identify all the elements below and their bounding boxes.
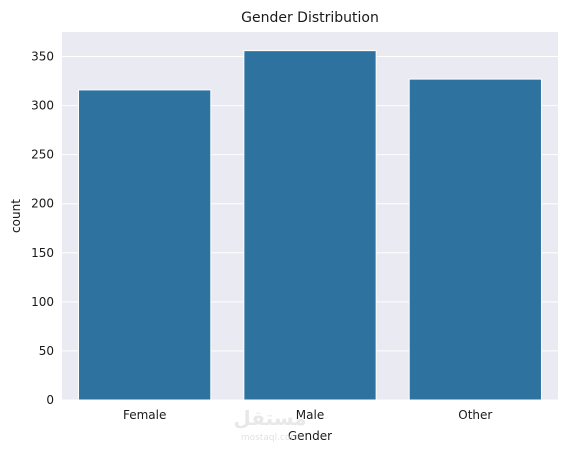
watermark-logo: مستقل mostaql.com — [233, 406, 306, 443]
x-tick-label: Male — [296, 408, 324, 422]
x-tick-label: Other — [458, 408, 492, 422]
x-tick-label: Female — [123, 408, 166, 422]
y-tick-label: 150 — [31, 246, 54, 260]
bar-other — [408, 78, 542, 401]
x-axis-label: Gender — [288, 429, 332, 443]
y-tick-label: 350 — [31, 50, 54, 64]
y-tick-label: 250 — [31, 148, 54, 162]
y-tick-label: 200 — [31, 197, 54, 211]
bar-male — [243, 50, 377, 401]
watermark-sub-text: mostaql.com — [241, 433, 299, 443]
x-axis-ticks: Female Male Other — [123, 408, 492, 422]
y-tick-label: 50 — [39, 344, 54, 358]
y-tick-label: 100 — [31, 295, 54, 309]
bar-female — [78, 89, 212, 401]
bars — [78, 50, 542, 401]
chart-title: Gender Distribution — [241, 10, 379, 26]
y-axis-ticks: 0 50 100 150 200 250 300 350 — [31, 50, 54, 407]
y-axis-label: count — [9, 199, 23, 233]
y-tick-label: 300 — [31, 99, 54, 113]
watermark-logo-text: مستقل — [233, 406, 306, 430]
y-tick-label: 0 — [46, 393, 54, 407]
